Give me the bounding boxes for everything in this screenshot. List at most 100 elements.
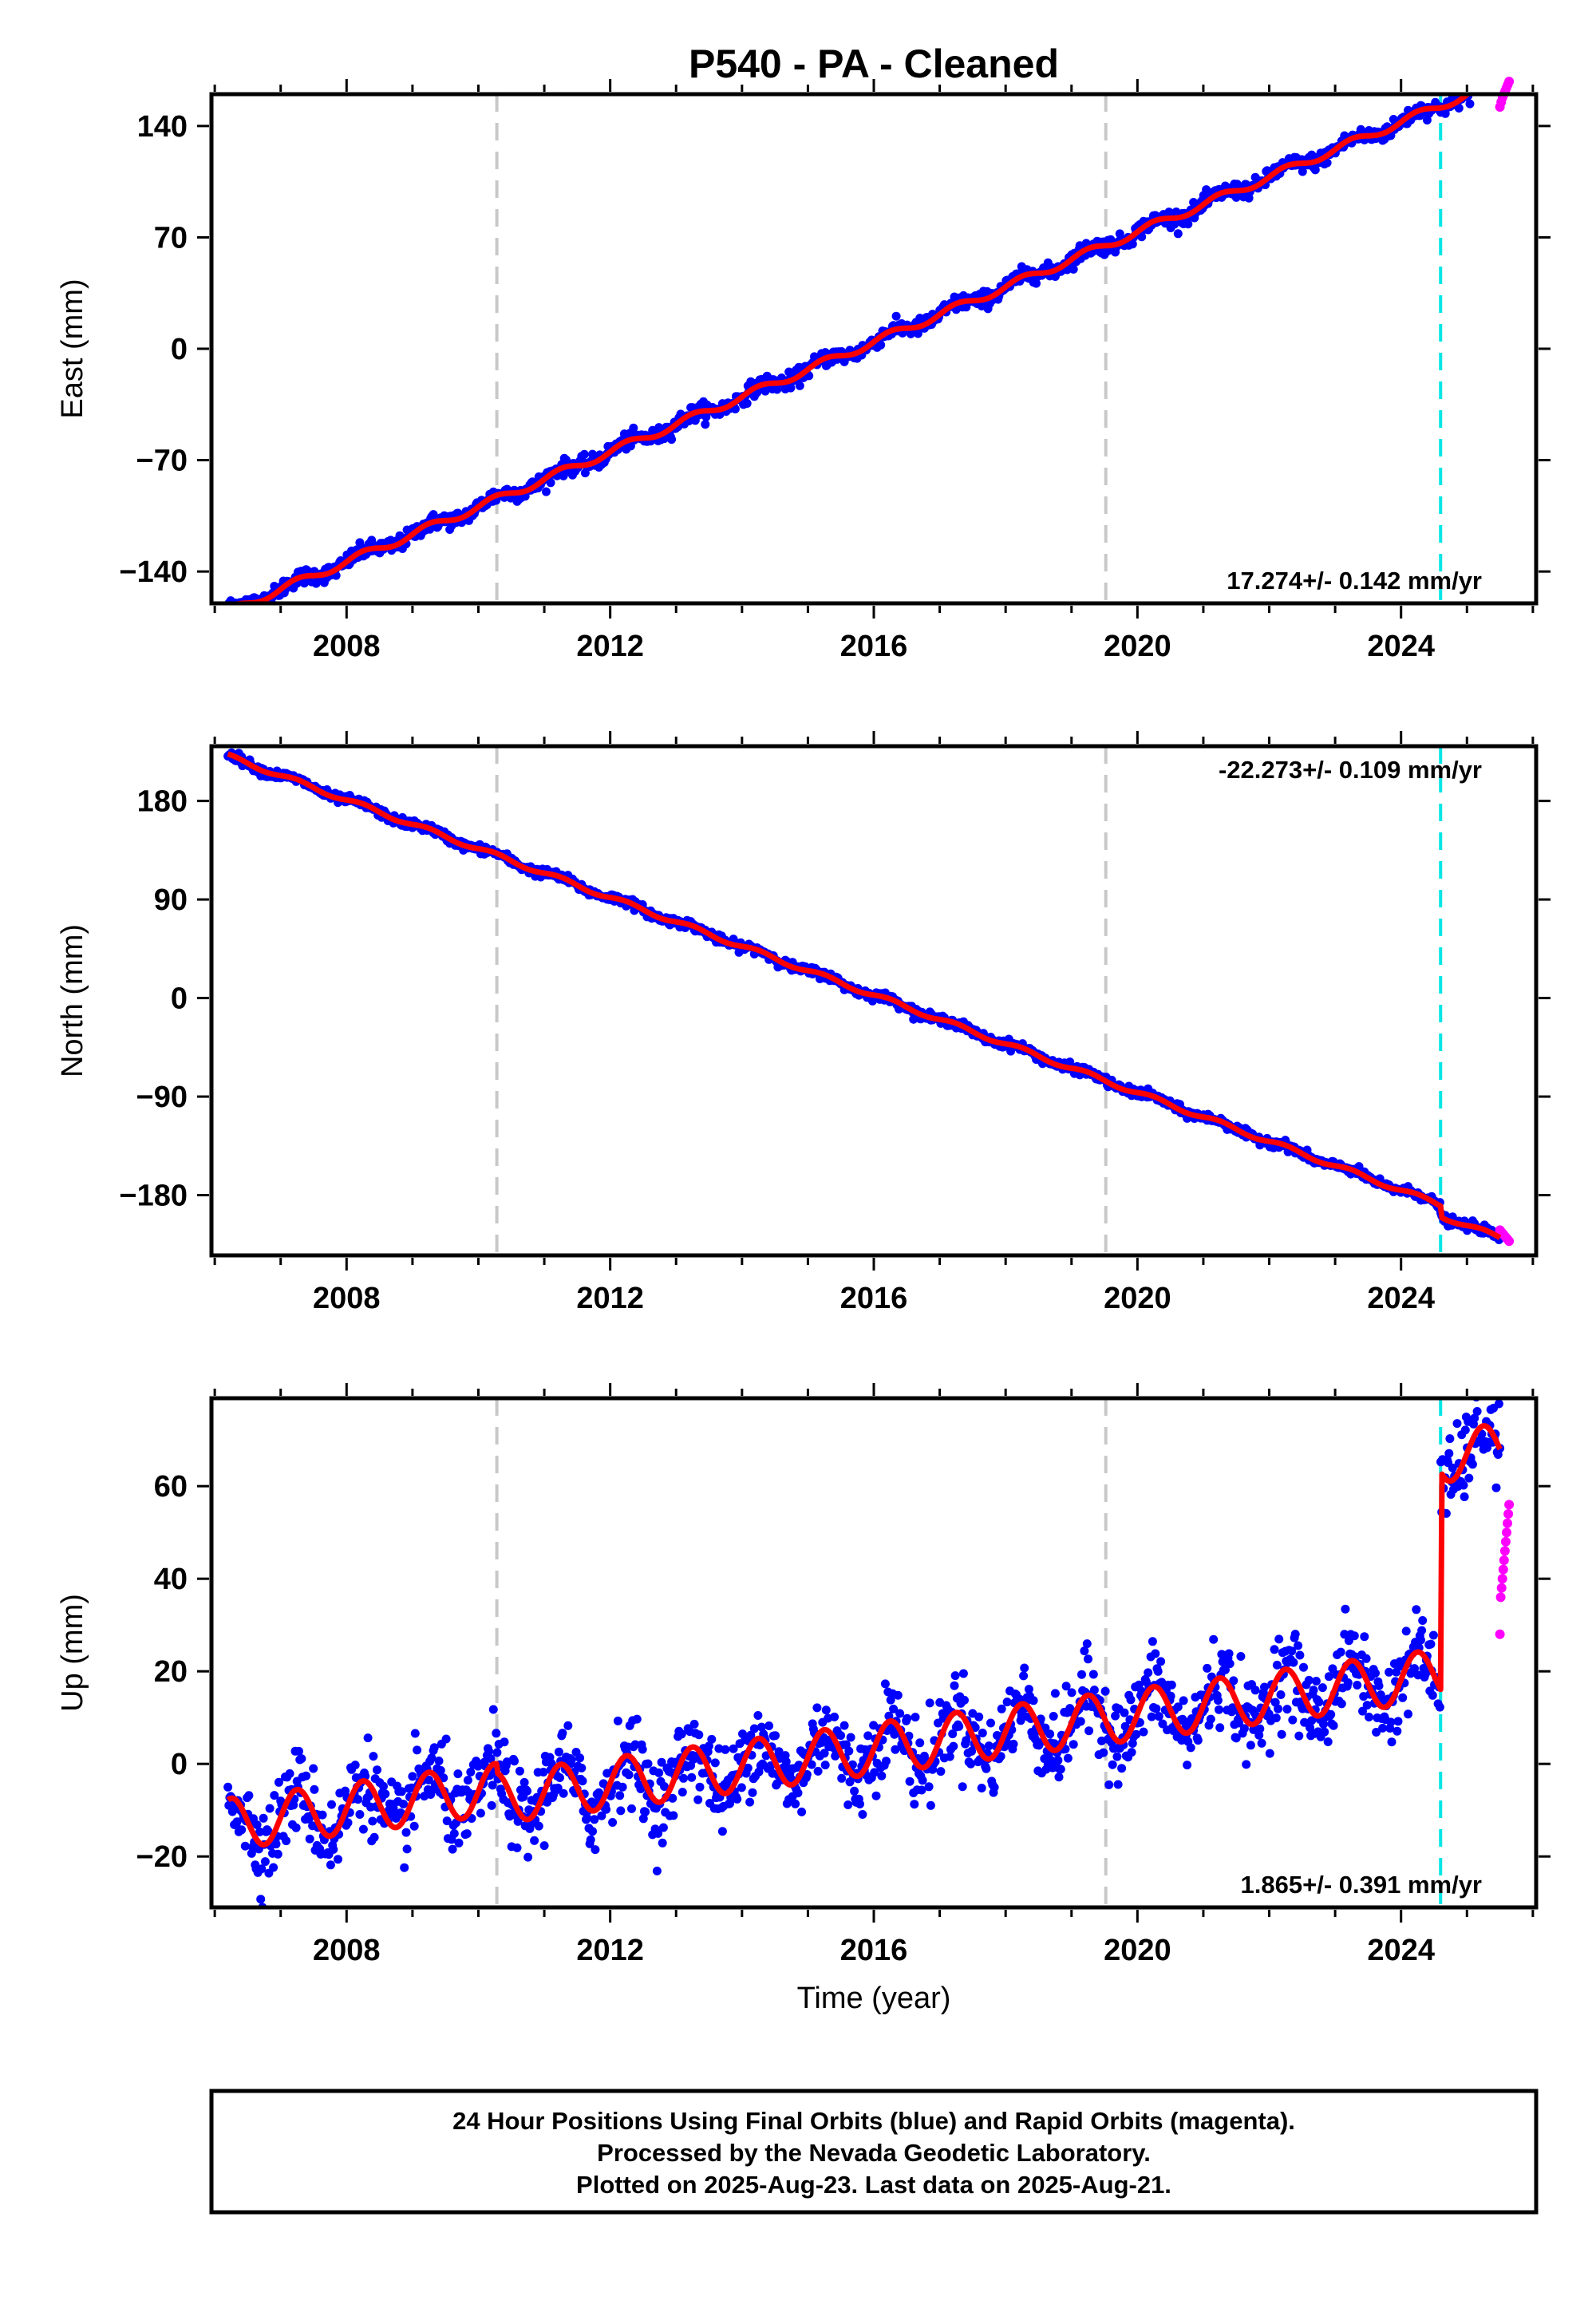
final-orbit-point [327,1800,336,1809]
final-orbit-point [602,1804,611,1814]
final-orbit-point [1468,1460,1477,1469]
final-orbit-point [1483,73,1492,82]
final-orbit-point [1294,1641,1303,1650]
final-orbit-point [812,1703,822,1713]
final-orbit-point [484,1746,494,1756]
final-orbit-point [974,1712,984,1721]
final-orbit-point [427,1753,437,1763]
final-orbit-point [554,1747,563,1757]
final-orbit-point [1491,73,1499,81]
final-orbit-point [1404,1709,1412,1719]
final-orbit-point [925,1698,934,1708]
final-orbit-point [660,1782,669,1791]
panel-frame [209,1396,1539,1910]
final-orbit-point [530,1836,539,1845]
final-orbit-point [839,1721,849,1730]
final-orbit-point [1361,1654,1371,1663]
final-orbit-point [1306,1723,1314,1733]
final-orbit-point [704,1741,713,1751]
final-orbit-point [1009,1739,1018,1749]
final-orbit-point [1215,1723,1225,1733]
final-orbit-point [397,1787,406,1796]
final-orbit-point [1089,1686,1099,1695]
final-orbit-point [265,1804,275,1813]
final-orbit-point [358,1824,368,1834]
final-orbit-point [753,1711,763,1720]
final-orbit-point [1276,1690,1286,1699]
final-orbit-point [624,1770,634,1780]
final-orbit-point [487,1800,496,1810]
final-orbit-point [710,1758,720,1768]
final-orbit-point [658,1838,667,1848]
final-orbit-point [1475,81,1483,90]
rapid-orbit-points [1495,77,1515,112]
final-orbit-point [1311,1677,1321,1686]
final-orbit-point [256,1895,266,1904]
final-orbit-point [1322,158,1332,168]
final-orbit-point [843,1800,853,1809]
final-orbit-point [858,1810,867,1819]
final-orbit-point [309,1764,318,1773]
model-fit-line [226,1423,1503,1848]
final-orbit-point [523,1852,533,1862]
final-orbit-point [846,1733,855,1742]
final-orbit-point [583,1813,592,1823]
final-orbit-point [1324,1672,1333,1682]
rapid-orbit-point [1503,1518,1512,1528]
final-orbit-point [926,1800,935,1810]
final-orbit-point [379,1781,388,1791]
final-orbit-point [310,1784,319,1794]
final-orbit-point [1378,1723,1388,1733]
final-orbit-point [488,1780,497,1790]
final-orbit-point [918,1776,927,1785]
final-orbit-point [488,1705,498,1714]
final-orbit-point [1255,1724,1265,1733]
final-orbit-point [1468,81,1476,90]
y-tick-label: 0 [171,333,188,366]
final-orbit-point [1393,1726,1402,1736]
final-orbit-point [429,510,438,520]
final-orbit-point [791,1799,800,1808]
rapid-orbit-point [1503,1509,1514,1519]
final-orbit-point [1215,1705,1223,1714]
final-orbit-point [871,1791,881,1800]
final-orbit-point [830,1712,839,1721]
final-orbit-point [1492,73,1501,82]
final-orbit-point [1056,1765,1065,1774]
final-orbit-point [252,1820,262,1829]
final-orbit-point [970,1723,980,1733]
y-axis-label: North (mm) [56,924,89,1077]
y-tick-label: −90 [136,1081,188,1114]
final-orbit-point [1289,1658,1298,1667]
final-orbit-point [1410,1664,1419,1674]
final-orbit-point [1080,1646,1089,1656]
final-orbit-point [363,1733,373,1743]
final-orbit-point [1029,1696,1038,1705]
final-orbit-point [1454,104,1464,113]
final-orbit-point [954,1721,964,1731]
final-orbit-point [271,1840,281,1849]
final-orbit-point [1128,1739,1137,1748]
y-tick-label: −20 [136,1840,188,1874]
final-orbit-point [368,1816,377,1826]
east-panel: 2008 2012 2016 2020 2024 −140 −70 0 70 140 East (m… [56,73,1551,663]
final-orbit-point [559,1788,568,1798]
final-orbit-point [793,1788,803,1798]
final-orbit-point [1309,1686,1318,1695]
final-orbit-point [748,1788,757,1797]
final-orbit-point [1465,99,1475,109]
final-orbit-point [453,1769,463,1779]
final-orbit-point [1487,78,1496,87]
figure-title: P540 - PA - Cleaned [689,41,1059,86]
final-orbit-point [1494,1399,1503,1409]
final-orbit-point [223,1782,233,1792]
final-orbit-point [1206,1714,1215,1724]
final-orbit-point [546,478,555,488]
final-orbit-point [476,1808,485,1818]
final-orbit-point [449,1829,459,1838]
final-orbit-point [1337,1699,1346,1709]
velocity-rate-label: 1.865+/- 0.391 mm/yr [1241,1871,1482,1899]
final-orbit-point [318,1810,327,1820]
final-orbit-point [1472,81,1481,90]
final-orbit-point [1493,79,1502,88]
